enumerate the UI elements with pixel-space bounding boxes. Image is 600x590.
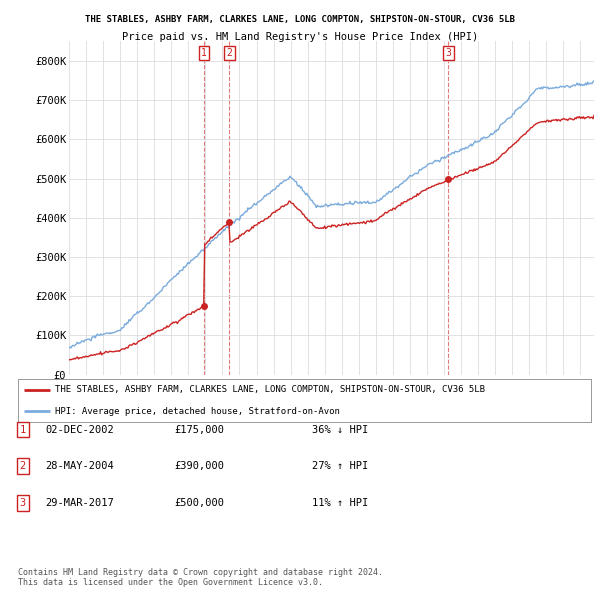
Text: 29-MAR-2017: 29-MAR-2017	[45, 498, 114, 507]
Text: Contains HM Land Registry data © Crown copyright and database right 2024.
This d: Contains HM Land Registry data © Crown c…	[18, 568, 383, 587]
Text: HPI: Average price, detached house, Stratford-on-Avon: HPI: Average price, detached house, Stra…	[55, 407, 340, 416]
Text: 3: 3	[20, 498, 26, 507]
Text: 02-DEC-2002: 02-DEC-2002	[45, 425, 114, 434]
Text: 1: 1	[20, 425, 26, 434]
Text: £500,000: £500,000	[174, 498, 224, 507]
Text: Price paid vs. HM Land Registry's House Price Index (HPI): Price paid vs. HM Land Registry's House …	[122, 32, 478, 42]
Text: 28-MAY-2004: 28-MAY-2004	[45, 461, 114, 471]
Text: 11% ↑ HPI: 11% ↑ HPI	[312, 498, 368, 507]
Text: £390,000: £390,000	[174, 461, 224, 471]
Text: 2: 2	[20, 461, 26, 471]
Text: 1: 1	[201, 48, 207, 58]
Text: 2: 2	[226, 48, 232, 58]
Text: 36% ↓ HPI: 36% ↓ HPI	[312, 425, 368, 434]
Text: 3: 3	[445, 48, 451, 58]
Text: 27% ↑ HPI: 27% ↑ HPI	[312, 461, 368, 471]
Text: THE STABLES, ASHBY FARM, CLARKES LANE, LONG COMPTON, SHIPSTON-ON-STOUR, CV36 5LB: THE STABLES, ASHBY FARM, CLARKES LANE, L…	[85, 15, 515, 24]
Text: THE STABLES, ASHBY FARM, CLARKES LANE, LONG COMPTON, SHIPSTON-ON-STOUR, CV36 5LB: THE STABLES, ASHBY FARM, CLARKES LANE, L…	[55, 385, 485, 395]
Text: £175,000: £175,000	[174, 425, 224, 434]
